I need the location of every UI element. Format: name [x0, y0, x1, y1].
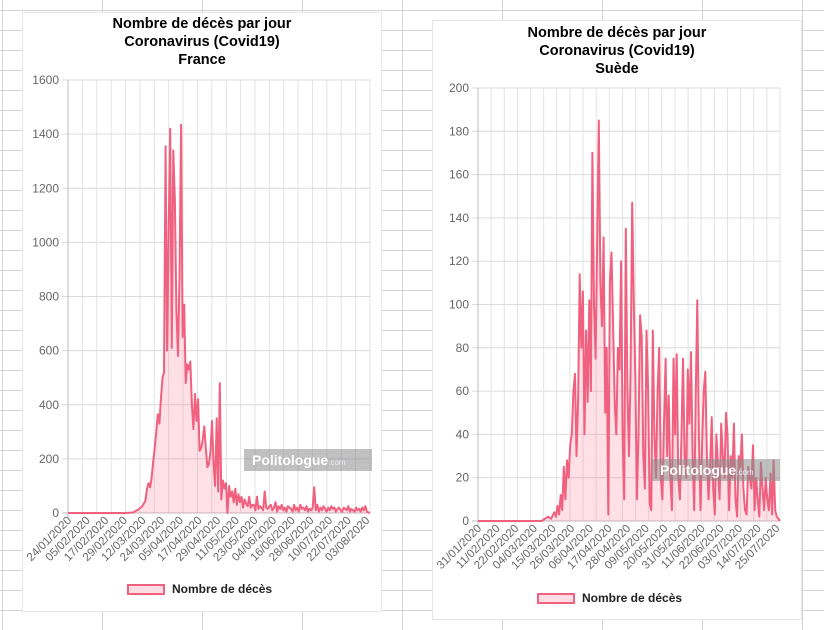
- chart-plot-france: 0200400600800100012001400160024/01/20200…: [25, 73, 372, 564]
- legend-france[interactable]: Nombre de décès: [127, 582, 272, 596]
- legend-swatch: [537, 592, 575, 604]
- y-tick-label: 120: [449, 254, 469, 268]
- chart-panel-france: Nombre de décès par jour Coronavirus (Co…: [22, 12, 382, 612]
- chart-title-line-3: France: [178, 52, 226, 68]
- y-tick-label: 60: [456, 384, 470, 398]
- y-tick-label: 200: [449, 81, 469, 95]
- series-line: [68, 123, 371, 514]
- y-tick-label: 180: [449, 124, 469, 138]
- chart-title-line-2: Coronavirus (Covid19): [539, 43, 695, 59]
- y-tick-label: 1600: [32, 73, 59, 87]
- watermark-suffix: .com: [328, 458, 346, 467]
- series-area: [478, 120, 780, 521]
- y-tick-label: 200: [39, 452, 59, 466]
- chart-title-line-2: Coronavirus (Covid19): [124, 34, 280, 50]
- y-tick-label: 800: [39, 290, 59, 304]
- chart-title-sweden: Nombre de décès par jour Coronavirus (Co…: [432, 24, 802, 78]
- chart-frame: [22, 12, 382, 612]
- legend-swatch: [127, 583, 165, 595]
- chart-panel-sweden: Nombre de décès par jour Coronavirus (Co…: [432, 20, 802, 620]
- y-tick-label: 1200: [32, 181, 59, 195]
- y-tick-label: 40: [456, 427, 470, 441]
- chart-frame: [432, 20, 802, 620]
- y-tick-label: 160: [449, 168, 469, 182]
- watermark: Politologue.com: [244, 449, 372, 471]
- chart-title-france: Nombre de décès par jour Coronavirus (Co…: [22, 15, 382, 69]
- watermark-suffix: .com: [736, 468, 754, 477]
- y-tick-label: 1000: [32, 235, 59, 249]
- chart-title-line-1: Nombre de décès par jour: [527, 25, 707, 41]
- y-tick-label: 140: [449, 211, 469, 225]
- chart-title-line-1: Nombre de décès par jour: [112, 16, 292, 32]
- y-tick-label: 80: [456, 341, 470, 355]
- y-tick-label: 100: [449, 298, 469, 312]
- y-tick-label: 0: [52, 506, 59, 520]
- chart-title-line-3: Suède: [595, 61, 639, 77]
- legend-label: Nombre de décès: [582, 591, 683, 605]
- chart-plot-sweden: 02040608010012014016018020031/01/202011/…: [435, 81, 782, 572]
- y-tick-label: 600: [39, 344, 59, 358]
- y-tick-label: 400: [39, 398, 59, 412]
- watermark: Politologue.com: [652, 459, 780, 481]
- y-tick-label: 0: [462, 514, 469, 528]
- y-tick-label: 20: [456, 471, 470, 485]
- y-tick-label: 1400: [32, 127, 59, 141]
- legend-sweden[interactable]: Nombre de décès: [537, 591, 682, 605]
- watermark-brand: Politologue: [660, 462, 737, 478]
- legend-label: Nombre de décès: [172, 582, 273, 596]
- watermark-brand: Politologue: [252, 452, 329, 468]
